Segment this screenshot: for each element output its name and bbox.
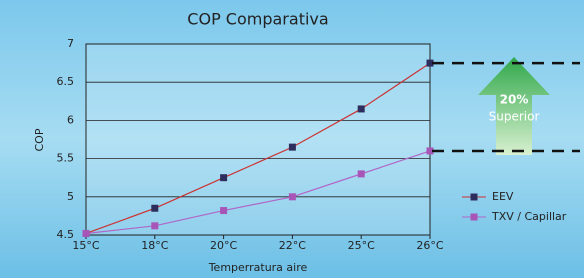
chart: COP Comparativa Temperratura aire COP 20…: [0, 0, 584, 278]
y-tick-label: 7: [67, 37, 74, 50]
x-tick-label: 18°C: [141, 239, 168, 252]
data-point: [220, 174, 227, 181]
legend-marker: [471, 214, 478, 221]
data-point: [220, 207, 227, 214]
y-tick-label: 6: [67, 113, 74, 126]
legend-label: TXV / Capillar: [491, 210, 567, 223]
chart-title: COP Comparativa: [187, 10, 328, 29]
legend-label: EEV: [492, 190, 514, 203]
x-tick-label: 20°C: [210, 239, 237, 252]
x-axis-title: Temperratura aire: [208, 261, 308, 274]
y-tick-label: 5: [67, 190, 74, 203]
x-tick-label: 22°C: [279, 239, 306, 252]
y-axis-title: COP: [33, 128, 46, 151]
annotation-text: Superior: [489, 110, 540, 124]
data-point: [289, 193, 296, 200]
data-point: [358, 170, 365, 177]
data-point: [83, 230, 90, 237]
data-point: [151, 205, 158, 212]
data-point: [358, 105, 365, 112]
x-tick-label: 15°C: [72, 239, 99, 252]
y-tick-label: 4.5: [57, 228, 75, 241]
plot-area: [86, 44, 430, 235]
legend-marker: [471, 194, 478, 201]
x-tick-label: 25°C: [348, 239, 375, 252]
annotation-value: 20%: [500, 93, 529, 107]
x-tick-label: 26°C: [416, 239, 443, 252]
y-tick-label: 5.5: [57, 152, 75, 165]
y-tick-label: 6.5: [57, 75, 75, 88]
data-point: [289, 144, 296, 151]
data-point: [151, 222, 158, 229]
